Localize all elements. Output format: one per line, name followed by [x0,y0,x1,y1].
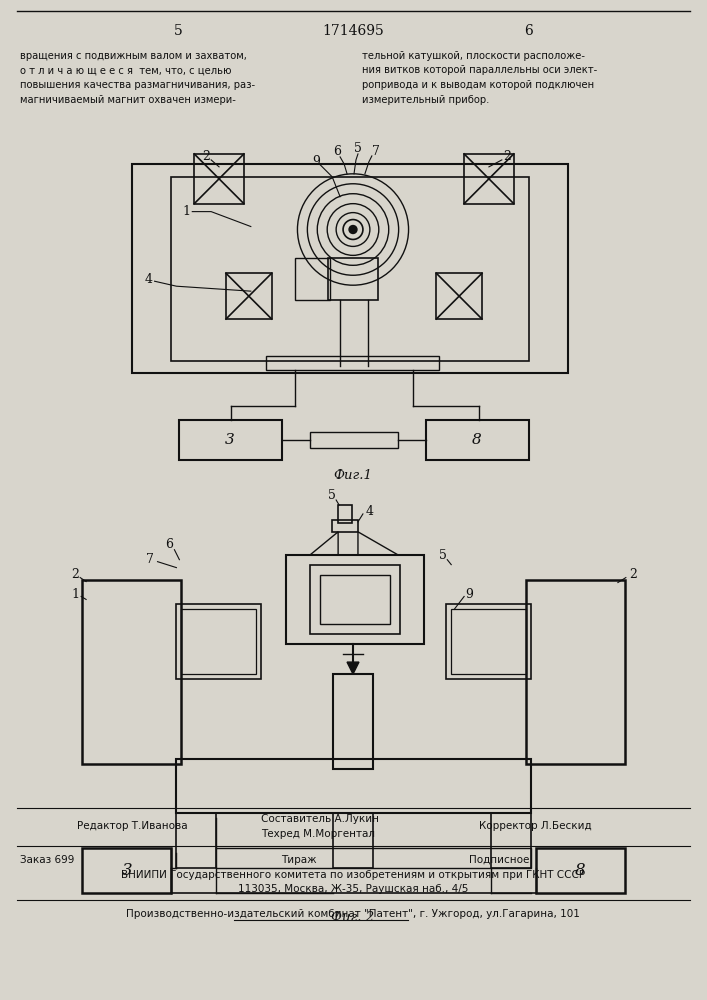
Text: 8: 8 [472,433,482,447]
Bar [333,813,373,868]
Bar [464,154,514,204]
Text: Составитель А.Лукин: Составитель А.Лукин [261,814,379,824]
Text: Производственно-издательский комбинат "Патент", г. Ужгород, ул.Гагарина, 101: Производственно-издательский комбинат "П… [126,909,580,919]
Text: Фиг. 2: Фиг. 2 [332,911,375,924]
Text: 3: 3 [225,433,235,447]
Text: 4: 4 [145,273,153,286]
Bar [226,273,271,319]
Bar [310,432,397,448]
Bar [310,565,399,634]
Text: 2: 2 [71,568,79,581]
Bar [446,604,530,679]
Bar [182,609,256,674]
Text: Техред М.Моргентал: Техред М.Моргентал [261,829,375,839]
Bar [82,848,171,893]
Bar [171,177,529,361]
Text: ВНИИПИ Государственного комитета по изобретениям и открытиям при ГКНТ СССР: ВНИИПИ Государственного комитета по изоб… [121,870,585,880]
Bar [177,759,530,813]
Text: 6: 6 [333,145,341,158]
Text: 5: 5 [328,489,336,502]
Bar [194,154,244,204]
Text: 5: 5 [354,142,362,155]
Bar [320,575,390,624]
Bar [338,505,352,523]
Bar [328,258,378,300]
Bar [266,356,439,370]
Text: 2: 2 [629,568,637,581]
Text: 1714695: 1714695 [322,24,384,38]
Bar [180,420,281,460]
Bar [296,258,330,300]
Bar [333,674,373,769]
Text: 7: 7 [146,553,153,566]
Text: 8: 8 [575,862,585,879]
Text: вращения с подвижным валом и захватом,
о т л и ч а ю щ е е с я  тем, что, с цель: вращения с подвижным валом и захватом, о… [20,51,255,105]
Bar [132,164,568,373]
Polygon shape [347,662,359,674]
Text: Фиг.1: Фиг.1 [334,469,373,482]
Bar [491,813,530,868]
Bar [426,420,529,460]
Text: Заказ 699: Заказ 699 [20,855,74,865]
Text: 6: 6 [165,538,173,551]
Circle shape [349,226,357,233]
Text: 113035, Москва, Ж-35, Раушская наб., 4/5: 113035, Москва, Ж-35, Раушская наб., 4/5 [238,884,468,894]
Bar [451,609,525,674]
Text: 4: 4 [366,505,374,518]
Text: 5: 5 [439,549,448,562]
Text: Тираж: Тираж [281,855,316,865]
Text: Подписное: Подписное [469,855,530,865]
Text: 9: 9 [465,588,473,601]
Text: 9: 9 [312,155,320,168]
Bar [332,520,358,532]
Bar [436,273,482,319]
Text: 5: 5 [174,24,183,38]
Bar [82,580,182,764]
Text: 1: 1 [71,588,79,601]
Text: 1: 1 [182,205,190,218]
Text: 2: 2 [202,150,210,163]
Bar [525,580,625,764]
Text: 7: 7 [372,145,380,158]
Text: тельной катушкой, плоскости расположе-
ния витков которой параллельны оси элект-: тельной катушкой, плоскости расположе- н… [362,51,597,105]
Text: 3: 3 [122,862,132,879]
Text: 2: 2 [503,150,510,163]
Bar [216,848,530,868]
Text: Корректор Л.Бескид: Корректор Л.Бескид [479,821,592,831]
Text: 6: 6 [524,24,533,38]
Bar [177,813,216,868]
Bar [536,848,625,893]
Text: Редактор Т.Иванова: Редактор Т.Иванова [77,821,188,831]
Bar [177,604,261,679]
Bar [286,555,424,644]
